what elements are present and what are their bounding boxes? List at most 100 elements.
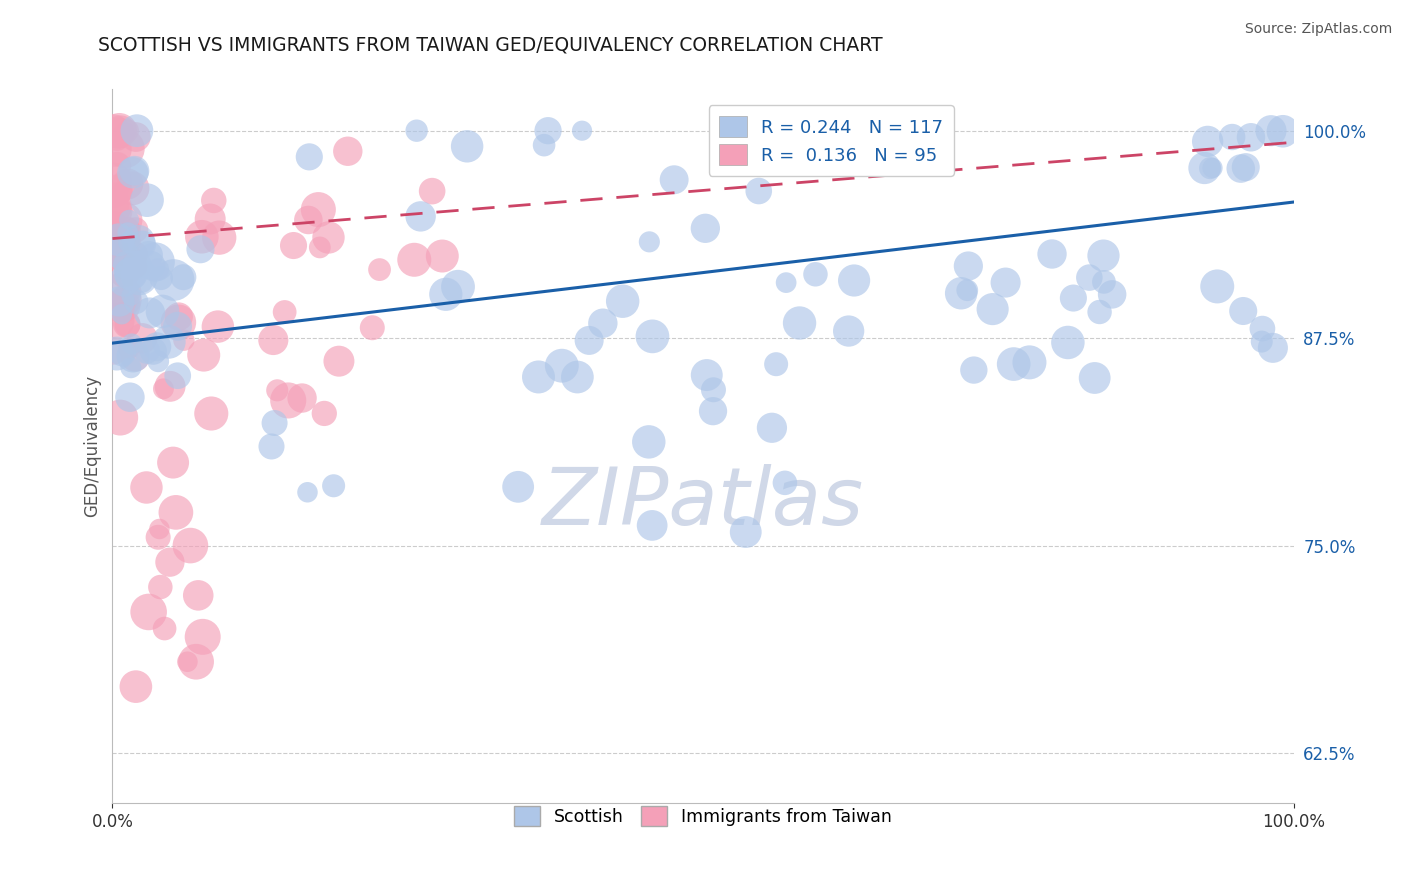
Point <box>149 580 172 594</box>
Point <box>1078 270 1101 285</box>
Point <box>1040 247 1063 261</box>
Point <box>128 269 150 284</box>
Point <box>578 334 600 348</box>
Point <box>104 204 127 219</box>
Point <box>114 142 136 156</box>
Point <box>104 188 127 202</box>
Point <box>804 267 827 281</box>
Point <box>702 383 724 397</box>
Point <box>263 416 285 430</box>
Point <box>111 186 134 200</box>
Point <box>117 124 139 138</box>
Point <box>191 630 214 644</box>
Point <box>146 340 169 354</box>
Y-axis label: GED/Equivalency: GED/Equivalency <box>83 375 101 517</box>
Point <box>1194 161 1216 175</box>
Point <box>124 350 146 364</box>
Text: SCOTTISH VS IMMIGRANTS FROM TAIWAN GED/EQUIVALENCY CORRELATION CHART: SCOTTISH VS IMMIGRANTS FROM TAIWAN GED/E… <box>98 36 883 54</box>
Point <box>120 289 142 303</box>
Point <box>318 230 340 244</box>
Point <box>111 250 134 264</box>
Point <box>1062 291 1084 305</box>
Point <box>1234 160 1257 174</box>
Point <box>187 588 209 602</box>
Point <box>761 421 783 435</box>
Point <box>162 273 184 287</box>
Point <box>637 434 659 449</box>
Point <box>527 370 550 384</box>
Point <box>121 181 143 195</box>
Point <box>1092 249 1115 263</box>
Point <box>111 227 134 242</box>
Point <box>127 235 149 249</box>
Point <box>420 184 443 198</box>
Point <box>405 124 427 138</box>
Point <box>120 267 142 281</box>
Point <box>765 357 787 371</box>
Point <box>122 253 145 268</box>
Point <box>409 210 432 224</box>
Point <box>266 384 288 398</box>
Point <box>105 159 128 173</box>
Point <box>696 368 718 382</box>
Point <box>1271 124 1294 138</box>
Point <box>131 331 153 345</box>
Point <box>734 524 756 539</box>
Point <box>551 359 574 373</box>
Point <box>122 349 145 363</box>
Point <box>152 382 174 396</box>
Point <box>115 293 138 307</box>
Point <box>273 305 295 319</box>
Point <box>142 344 165 359</box>
Point <box>1201 161 1223 175</box>
Point <box>202 194 225 208</box>
Point <box>125 130 148 145</box>
Point <box>1251 321 1274 335</box>
Point <box>957 259 980 273</box>
Point <box>125 124 148 138</box>
Point <box>167 310 190 324</box>
Point <box>108 124 131 138</box>
Point <box>1232 304 1254 318</box>
Point <box>105 240 128 254</box>
Point <box>139 258 162 272</box>
Point <box>508 480 530 494</box>
Point <box>115 317 138 331</box>
Point <box>456 139 478 153</box>
Point <box>166 319 188 334</box>
Point <box>322 479 344 493</box>
Point <box>165 505 187 519</box>
Point <box>159 379 181 393</box>
Point <box>1240 130 1263 145</box>
Point <box>125 680 148 694</box>
Point <box>789 316 811 330</box>
Point <box>775 276 797 290</box>
Point <box>193 348 215 362</box>
Point <box>447 279 470 293</box>
Point <box>567 370 589 384</box>
Point <box>110 246 132 260</box>
Point <box>157 334 180 349</box>
Point <box>159 555 181 569</box>
Point <box>368 262 391 277</box>
Point <box>118 235 141 249</box>
Point <box>111 297 134 311</box>
Point <box>842 273 865 287</box>
Point <box>136 193 159 207</box>
Point <box>146 262 169 277</box>
Point <box>307 202 329 217</box>
Point <box>198 212 221 227</box>
Point <box>336 145 359 159</box>
Point <box>773 475 796 490</box>
Point <box>108 249 131 263</box>
Text: Source: ZipAtlas.com: Source: ZipAtlas.com <box>1244 22 1392 37</box>
Point <box>1260 124 1282 138</box>
Point <box>120 360 142 375</box>
Point <box>101 124 124 138</box>
Point <box>277 393 299 408</box>
Point <box>592 316 614 330</box>
Point <box>297 213 319 227</box>
Point <box>112 235 135 249</box>
Point <box>1018 355 1040 369</box>
Point <box>314 406 336 420</box>
